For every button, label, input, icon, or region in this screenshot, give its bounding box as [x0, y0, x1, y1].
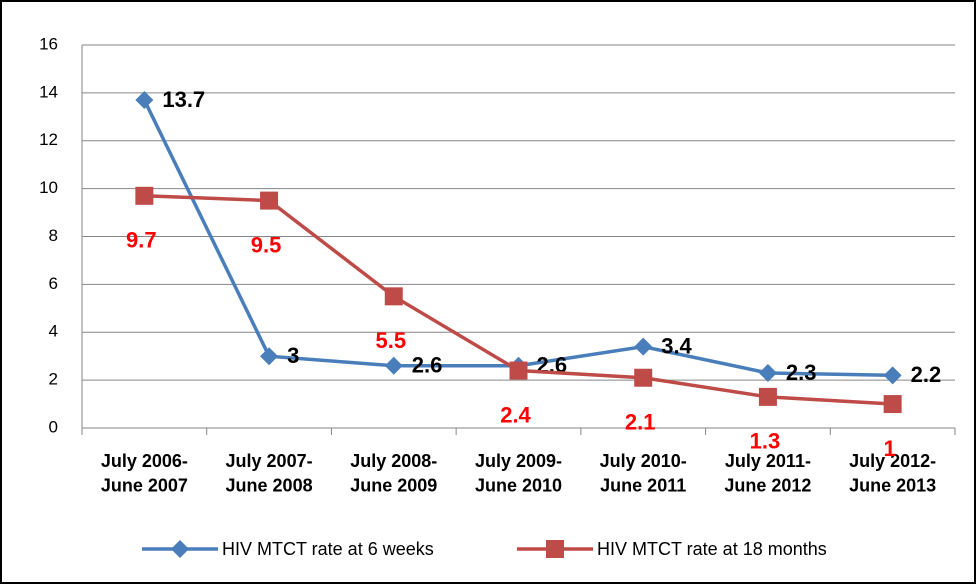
data-label: 1	[884, 436, 896, 461]
data-label: 5.5	[375, 328, 406, 353]
data-label: 9.5	[251, 232, 282, 257]
marker	[384, 356, 403, 375]
x-tick-label: July 2008-June 2009	[350, 451, 437, 495]
legend-label: HIV MTCT rate at 18 months	[597, 539, 827, 559]
y-tick-label: 12	[39, 130, 58, 149]
marker	[135, 91, 154, 110]
x-tick-label: July 2012-June 2013	[849, 451, 936, 495]
y-tick-label: 16	[39, 34, 58, 53]
x-tick-label: July 2010-June 2011	[600, 451, 687, 495]
data-label: 2.4	[500, 402, 531, 427]
marker	[883, 366, 902, 385]
marker	[634, 337, 653, 356]
x-tick-label: July 2009-June 2010	[475, 451, 562, 495]
data-label: 2.1	[625, 410, 656, 435]
marker	[509, 361, 528, 380]
legend-label: HIV MTCT rate at 6 weeks	[222, 539, 434, 559]
x-tick-label: July 2011-June 2012	[724, 451, 811, 495]
data-label: 2.2	[911, 362, 942, 387]
data-label: 1.3	[750, 429, 781, 454]
marker	[260, 191, 279, 210]
x-tick-label: July 2006-June 2007	[101, 451, 188, 495]
marker	[883, 395, 902, 414]
y-tick-label: 6	[49, 274, 58, 293]
data-label: 3	[287, 343, 299, 368]
marker	[634, 368, 653, 387]
y-tick-label: 2	[49, 370, 58, 389]
marker	[758, 363, 777, 382]
marker	[758, 387, 777, 406]
data-label: 3.4	[661, 333, 692, 358]
legend-marker	[546, 540, 564, 558]
y-tick-label: 4	[49, 322, 58, 341]
data-label: 13.7	[162, 87, 205, 112]
y-tick-label: 14	[39, 82, 58, 101]
y-tick-label: 10	[39, 178, 58, 197]
data-label: 9.7	[126, 228, 157, 253]
marker	[135, 186, 154, 205]
marker	[384, 287, 403, 306]
x-tick-label: July 2007-June 2008	[226, 451, 313, 495]
y-tick-label: 8	[49, 226, 58, 245]
y-tick-label: 0	[49, 417, 58, 436]
marker	[260, 347, 279, 366]
legend-marker	[171, 540, 189, 558]
data-label: 2.6	[412, 353, 443, 378]
data-label: 2.3	[786, 360, 817, 385]
